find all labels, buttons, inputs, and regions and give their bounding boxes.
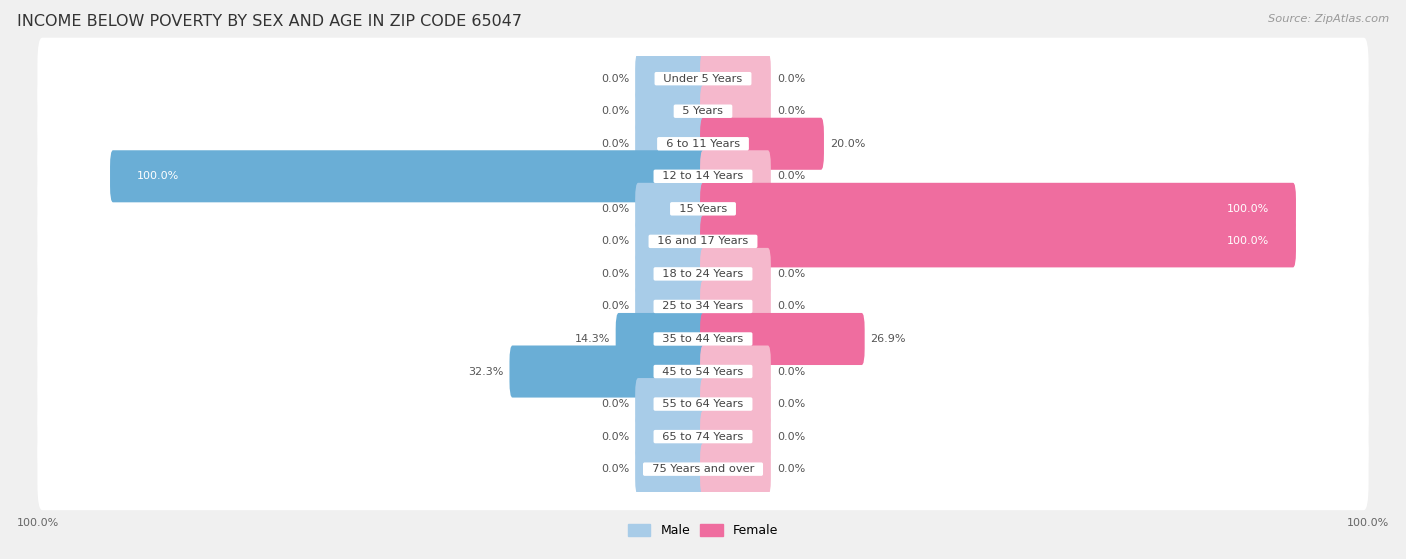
Text: 0.0%: 0.0% (776, 171, 806, 181)
FancyBboxPatch shape (636, 53, 706, 105)
FancyBboxPatch shape (700, 215, 1296, 267)
Text: 100.0%: 100.0% (1227, 204, 1270, 214)
FancyBboxPatch shape (636, 443, 706, 495)
FancyBboxPatch shape (38, 233, 1368, 315)
FancyBboxPatch shape (509, 345, 706, 397)
Legend: Male, Female: Male, Female (623, 519, 783, 542)
Text: 0.0%: 0.0% (600, 236, 630, 247)
FancyBboxPatch shape (700, 345, 770, 397)
Text: 35 to 44 Years: 35 to 44 Years (655, 334, 751, 344)
Text: 75 Years and over: 75 Years and over (645, 464, 761, 474)
Text: 0.0%: 0.0% (600, 301, 630, 311)
Text: 16 and 17 Years: 16 and 17 Years (650, 236, 756, 247)
Text: 100.0%: 100.0% (1347, 518, 1389, 528)
Text: 0.0%: 0.0% (776, 464, 806, 474)
Text: 32.3%: 32.3% (468, 367, 503, 377)
FancyBboxPatch shape (38, 298, 1368, 380)
FancyBboxPatch shape (38, 37, 1368, 120)
FancyBboxPatch shape (38, 168, 1368, 250)
FancyBboxPatch shape (38, 428, 1368, 510)
Text: 0.0%: 0.0% (776, 106, 806, 116)
Text: 0.0%: 0.0% (600, 74, 630, 84)
Text: 0.0%: 0.0% (776, 301, 806, 311)
FancyBboxPatch shape (38, 70, 1368, 152)
Text: 100.0%: 100.0% (1227, 236, 1270, 247)
Text: 18 to 24 Years: 18 to 24 Years (655, 269, 751, 279)
Text: 0.0%: 0.0% (600, 464, 630, 474)
Text: 25 to 34 Years: 25 to 34 Years (655, 301, 751, 311)
Text: 0.0%: 0.0% (600, 204, 630, 214)
FancyBboxPatch shape (38, 266, 1368, 348)
Text: 15 Years: 15 Years (672, 204, 734, 214)
FancyBboxPatch shape (700, 53, 770, 105)
FancyBboxPatch shape (700, 150, 770, 202)
Text: 0.0%: 0.0% (776, 399, 806, 409)
Text: Under 5 Years: Under 5 Years (657, 74, 749, 84)
Text: 0.0%: 0.0% (776, 74, 806, 84)
Text: 0.0%: 0.0% (600, 432, 630, 442)
FancyBboxPatch shape (636, 281, 706, 333)
Text: 0.0%: 0.0% (776, 432, 806, 442)
FancyBboxPatch shape (700, 248, 770, 300)
FancyBboxPatch shape (636, 215, 706, 267)
FancyBboxPatch shape (38, 363, 1368, 445)
FancyBboxPatch shape (700, 410, 770, 463)
FancyBboxPatch shape (636, 118, 706, 170)
FancyBboxPatch shape (700, 183, 1296, 235)
Text: 45 to 54 Years: 45 to 54 Years (655, 367, 751, 377)
Text: 0.0%: 0.0% (776, 367, 806, 377)
FancyBboxPatch shape (636, 183, 706, 235)
FancyBboxPatch shape (636, 410, 706, 463)
FancyBboxPatch shape (700, 378, 770, 430)
FancyBboxPatch shape (110, 150, 706, 202)
FancyBboxPatch shape (38, 396, 1368, 477)
FancyBboxPatch shape (636, 85, 706, 138)
Text: 12 to 14 Years: 12 to 14 Years (655, 171, 751, 181)
Text: 0.0%: 0.0% (600, 269, 630, 279)
Text: 0.0%: 0.0% (600, 139, 630, 149)
FancyBboxPatch shape (38, 103, 1368, 185)
FancyBboxPatch shape (38, 135, 1368, 217)
Text: 100.0%: 100.0% (17, 518, 59, 528)
Text: Source: ZipAtlas.com: Source: ZipAtlas.com (1268, 14, 1389, 24)
Text: 0.0%: 0.0% (600, 106, 630, 116)
Text: INCOME BELOW POVERTY BY SEX AND AGE IN ZIP CODE 65047: INCOME BELOW POVERTY BY SEX AND AGE IN Z… (17, 14, 522, 29)
Text: 65 to 74 Years: 65 to 74 Years (655, 432, 751, 442)
FancyBboxPatch shape (700, 118, 824, 170)
FancyBboxPatch shape (700, 281, 770, 333)
Text: 55 to 64 Years: 55 to 64 Years (655, 399, 751, 409)
Text: 14.3%: 14.3% (575, 334, 610, 344)
FancyBboxPatch shape (700, 85, 770, 138)
Text: 5 Years: 5 Years (675, 106, 731, 116)
FancyBboxPatch shape (616, 313, 706, 365)
FancyBboxPatch shape (636, 248, 706, 300)
Text: 0.0%: 0.0% (776, 269, 806, 279)
FancyBboxPatch shape (38, 330, 1368, 413)
Text: 0.0%: 0.0% (600, 399, 630, 409)
FancyBboxPatch shape (700, 443, 770, 495)
FancyBboxPatch shape (38, 200, 1368, 282)
Text: 20.0%: 20.0% (830, 139, 865, 149)
FancyBboxPatch shape (636, 378, 706, 430)
Text: 26.9%: 26.9% (870, 334, 905, 344)
Text: 100.0%: 100.0% (136, 171, 179, 181)
FancyBboxPatch shape (700, 313, 865, 365)
Text: 6 to 11 Years: 6 to 11 Years (659, 139, 747, 149)
